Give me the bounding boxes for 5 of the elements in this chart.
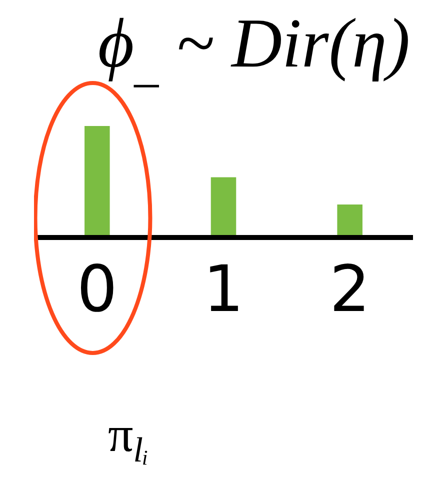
text: π$_{lᵢ}$ bbox=[108, 406, 149, 470]
x-tick-label: 2 bbox=[329, 252, 370, 327]
x-tick-label: 1 bbox=[203, 252, 244, 327]
chart-title: ϕ$_{_}$ ~ Dir(η) bbox=[98, 6, 410, 92]
x-tick-label: 0 bbox=[76, 252, 118, 327]
